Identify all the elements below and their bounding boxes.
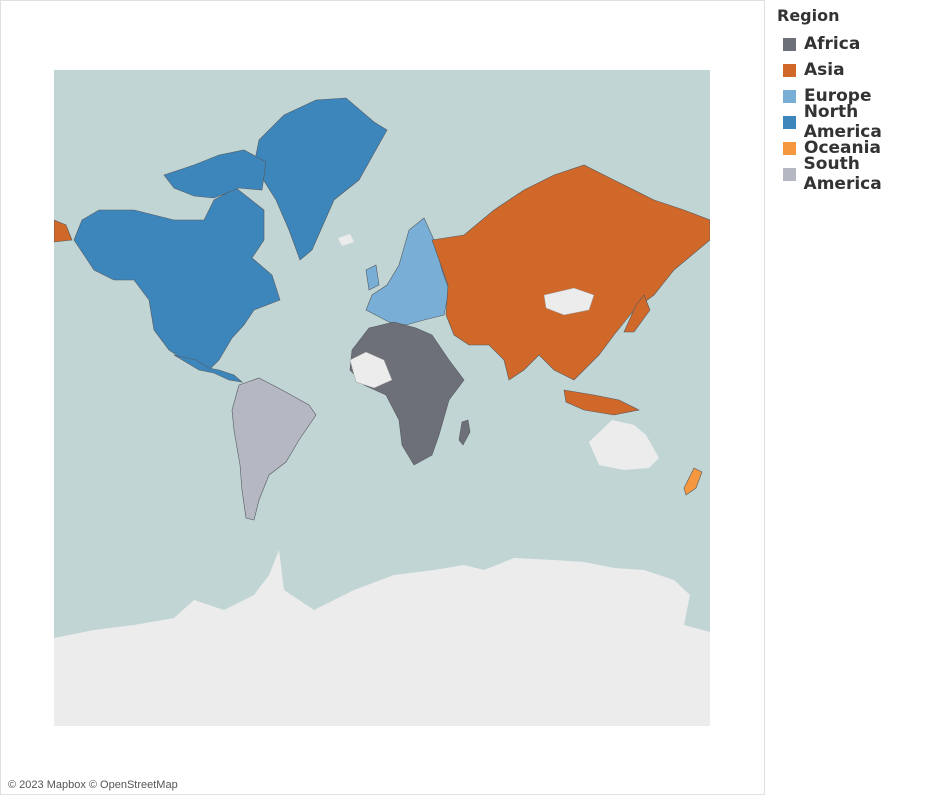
legend: Region Africa Asia Europe North America … bbox=[777, 6, 939, 194]
legend-swatch bbox=[783, 141, 796, 155]
southeast-asia-islands bbox=[563, 389, 640, 416]
australia bbox=[589, 420, 659, 470]
central-america bbox=[173, 354, 243, 383]
north-america bbox=[73, 187, 281, 371]
world-map[interactable] bbox=[54, 70, 710, 726]
legend-item-africa[interactable]: Africa bbox=[777, 31, 939, 57]
mongolia-unshaded bbox=[543, 287, 595, 316]
antarctica-landmass bbox=[54, 550, 710, 726]
south-america bbox=[231, 377, 317, 521]
africa-unshaded-west bbox=[349, 351, 393, 389]
legend-label: South America bbox=[803, 154, 882, 194]
legend-item-north-america[interactable]: North America bbox=[777, 102, 939, 142]
legend-label: Europe bbox=[804, 86, 872, 106]
legend-swatch bbox=[783, 89, 796, 103]
canadian-arctic-islands bbox=[163, 149, 267, 199]
legend-label: Africa bbox=[804, 34, 861, 54]
legend-item-south-america[interactable]: South America bbox=[777, 154, 939, 194]
japan bbox=[623, 294, 651, 333]
greenland bbox=[253, 97, 388, 261]
legend-label: Asia bbox=[804, 60, 845, 80]
asia bbox=[431, 164, 710, 381]
legend-swatch bbox=[783, 37, 796, 51]
madagascar bbox=[458, 419, 471, 446]
legend-title: Region bbox=[777, 6, 840, 25]
new-zealand bbox=[683, 467, 703, 496]
legend-swatch bbox=[783, 115, 796, 129]
legend-item-europe[interactable]: Europe bbox=[777, 83, 939, 109]
chukotka-west-fragment bbox=[54, 219, 73, 243]
legend-swatch bbox=[783, 167, 796, 181]
legend-item-oceania[interactable]: Oceania bbox=[777, 135, 939, 161]
iceland bbox=[338, 234, 354, 246]
legend-swatch bbox=[783, 63, 796, 77]
map-attribution: © 2023 Mapbox © OpenStreetMap bbox=[8, 779, 178, 791]
legend-label: North America bbox=[803, 102, 882, 142]
legend-label: Oceania bbox=[804, 138, 881, 158]
legend-item-asia[interactable]: Asia bbox=[777, 57, 939, 83]
british-isles bbox=[365, 264, 380, 291]
